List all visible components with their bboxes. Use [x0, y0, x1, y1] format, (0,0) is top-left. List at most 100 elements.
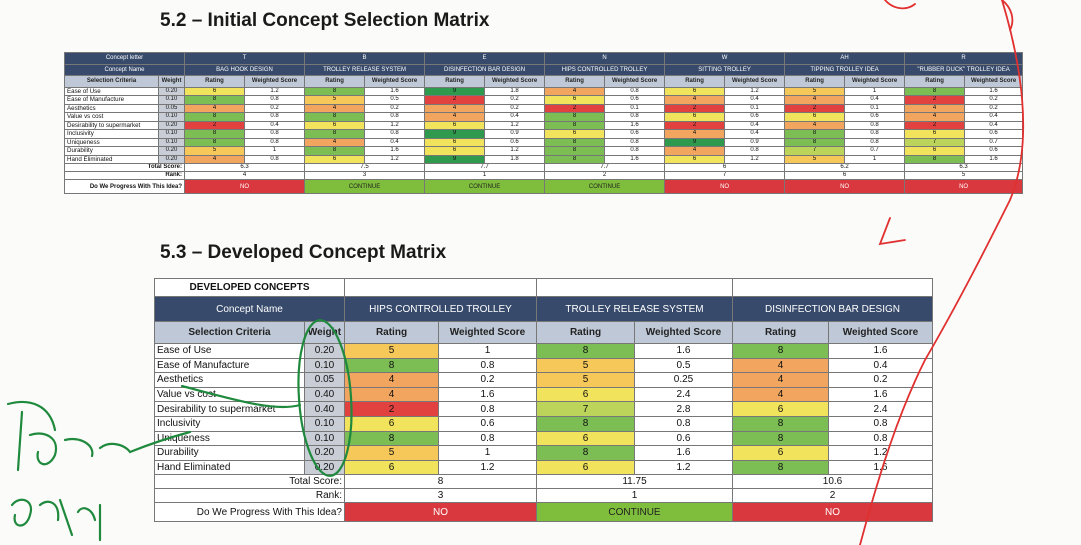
- total-score: 10.6: [732, 474, 933, 490]
- weighted-score-cell: 1.6: [438, 386, 537, 403]
- weighted-score-header: Weighted Score: [844, 75, 906, 88]
- weighted-score-cell: 1: [438, 343, 537, 359]
- weighted-score-header: Weighted Score: [604, 75, 666, 88]
- progress-decision: NO: [664, 179, 786, 194]
- concept-name: HIPS CONTROLLED TROLLEY: [344, 296, 537, 322]
- progress-decision: NO: [344, 502, 537, 523]
- rating-cell: 2: [344, 401, 439, 417]
- concept-name: DISINFECTION BAR DESIGN: [732, 296, 933, 322]
- weighted-score-cell: 0.2: [438, 372, 537, 388]
- table-row: Value vs cost 0.40 4 1.6 6 2.4 4 1.6: [154, 386, 933, 403]
- criterion-label: Inclusivity: [154, 415, 305, 432]
- criterion-label: Ease of Manufacture: [154, 357, 305, 374]
- weighted-score-header: Weighted Score: [724, 75, 786, 88]
- rating-cell: 6: [732, 445, 829, 461]
- weight-label: Weight: [157, 75, 186, 88]
- initial-matrix-heading: 5.2 – Initial Concept Selection Matrix: [160, 10, 490, 31]
- concept-letter: W: [664, 52, 786, 65]
- concept-letter: B: [304, 52, 426, 65]
- rating-cell: 4: [732, 386, 829, 403]
- weighted-score-cell: 2.8: [634, 401, 733, 417]
- table-row: Concept letter T B E N W AH R: [63, 52, 1024, 65]
- rating-cell: 4: [732, 372, 829, 388]
- progress-decision: NO: [904, 179, 1024, 194]
- concept-name: TROLLEY RELEASE SYSTEM: [536, 296, 733, 322]
- progress-label: Do We Progress With This Idea?: [154, 502, 345, 523]
- red-curve: [859, 0, 1025, 545]
- green-ink-marks: [6, 319, 353, 542]
- rating-cell: 4: [732, 357, 829, 374]
- rating-cell: 5: [344, 343, 439, 359]
- weighted-score-header: Weighted Score: [964, 75, 1024, 88]
- table-row: Selection Criteria Weight Rating Weighted S…: [154, 321, 933, 344]
- progress-decision: CONTINUE: [544, 179, 666, 194]
- rating-cell: 5: [536, 357, 635, 374]
- weighted-score-header: Weighted Score: [634, 321, 733, 344]
- table-row: Selection Criteria Weight Rating Weighted S…: [64, 75, 1024, 88]
- rating-header: Rating: [904, 75, 966, 88]
- table-row: Durability 0.20 5 1 8 1.6 6 1.2: [154, 445, 933, 461]
- progress-decision: CONTINUE: [304, 179, 426, 194]
- rank-value: 1: [536, 488, 733, 504]
- handwriting-rating: [10, 498, 102, 542]
- weighted-score-cell: 1.2: [634, 459, 733, 476]
- table-row: Uniqueness 0.10 8 0.8 6 0.6 8 0.8: [154, 430, 933, 447]
- handwriting-star: [6, 400, 192, 472]
- weighted-score-cell: 1.6: [634, 343, 733, 359]
- selection-criteria-label: Selection Criteria: [154, 321, 305, 344]
- progress-decision: CONTINUE: [536, 502, 733, 523]
- red-ink-marks: [859, 0, 1025, 545]
- table-row: Desirability to supermarket 0.20 2 0.4 6 1.2 6…: [64, 120, 1024, 130]
- table-row: Do We Progress With This Idea? NO CONTINUE…: [154, 502, 933, 523]
- weight-value: 0.20: [304, 445, 345, 461]
- blank-cell: [732, 278, 933, 297]
- rating-cell: 6: [344, 415, 439, 432]
- weight-value: 0.40: [304, 386, 345, 403]
- rating-cell: 6: [732, 401, 829, 417]
- concept-letter-label: Concept letter: [63, 52, 186, 65]
- rating-header: Rating: [304, 75, 366, 88]
- progress-decision: CONTINUE: [424, 179, 546, 194]
- table-row: Ease of Use 0.20 5 1 8 1.6 8 1.6: [154, 343, 933, 359]
- blank-cell: [344, 278, 537, 297]
- concept-letter: R: [904, 52, 1024, 65]
- weighted-score-cell: 0.4: [828, 357, 933, 374]
- weighted-score-cell: 0.25: [634, 372, 733, 388]
- criterion-label: Value vs cost: [154, 386, 305, 403]
- rating-cell: 8: [732, 430, 829, 447]
- weighted-score-header: Weighted Score: [484, 75, 546, 88]
- concept-letter: T: [184, 52, 306, 65]
- weighted-score-cell: 2.4: [634, 386, 733, 403]
- rating-cell: 6: [536, 430, 635, 447]
- weighted-score-cell: 0.8: [828, 415, 933, 432]
- table-row: Aesthetics 0.05 4 0.2 5 0.25 4 0.2: [154, 372, 933, 388]
- rating-header: Rating: [344, 321, 439, 344]
- rating-header: Rating: [732, 321, 829, 344]
- table-row: Inclusivity 0.10 6 0.6 8 0.8 8 0.8: [154, 415, 933, 432]
- weighted-score-cell: 0.2: [828, 372, 933, 388]
- weight-value: 0.10: [304, 357, 345, 374]
- table-row: Ease of Manufacture 0.10 8 0.8 5 0.5 4 0.4: [154, 357, 933, 374]
- developed-matrix-heading: 5.3 – Developed Concept Matrix: [160, 242, 447, 263]
- weighted-score-header: Weighted Score: [364, 75, 426, 88]
- weighted-score-cell: 0.8: [828, 430, 933, 447]
- selection-criteria-label: Selection Criteria: [64, 75, 159, 88]
- table-row: Durability 0.20 5 1 8 1.6 6 1.2 8 0.8 4 0.8 7 0.7 6 0.6: [64, 146, 1024, 156]
- weighted-score-header: Weighted Score: [244, 75, 306, 88]
- developed-concept-matrix: DEVELOPED CONCEPTS Concept Name HIPS CONTR…: [154, 278, 933, 523]
- red-arrow-mid: [878, 217, 906, 246]
- weighted-score-cell: 1.6: [828, 343, 933, 359]
- criterion-label: Ease of Use: [154, 343, 305, 359]
- rating-cell: 8: [344, 357, 439, 374]
- weight-label: Weight: [304, 321, 345, 344]
- strike-line: [180, 384, 302, 409]
- table-row: Do We Progress With This Idea? NO CONTINUE…: [63, 179, 1024, 194]
- progress-decision: NO: [184, 179, 306, 194]
- weight-value: 0.05: [304, 372, 345, 388]
- red-tick: [1001, 0, 1014, 31]
- weighted-score-cell: 0.8: [438, 357, 537, 374]
- weighted-score-cell: 2.4: [828, 401, 933, 417]
- criterion-label: Durability: [154, 445, 305, 461]
- rating-header: Rating: [664, 75, 726, 88]
